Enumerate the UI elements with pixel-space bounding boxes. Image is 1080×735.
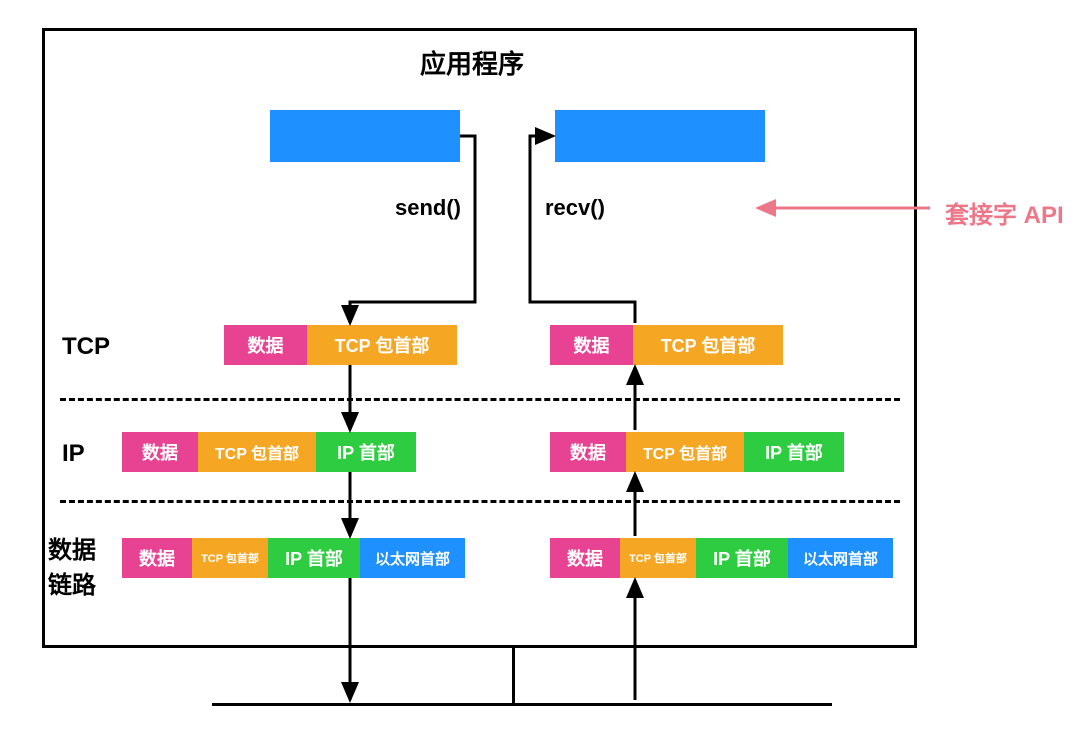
ip-left-seg-2: IP 首部 [316, 432, 416, 472]
link-right-seg-0: 数据 [550, 538, 620, 578]
tcp-left-seg-0: 数据 [224, 325, 307, 365]
send-label: send() [395, 195, 461, 221]
dashed-line-ip-link [60, 500, 900, 503]
link-left-seg-3: 以太网首部 [360, 538, 465, 578]
socket-api-label: 套接字 API [945, 195, 1064, 230]
diagram-title: 应用程序 [420, 44, 524, 81]
app-data-block-left [270, 110, 460, 162]
layer-label-ip: IP [62, 440, 85, 468]
ip-right-seg-2: IP 首部 [744, 432, 844, 472]
ip-left-seg-1: TCP 包首部 [198, 432, 316, 472]
link-left-seg-1: TCP 包首部 [192, 538, 268, 578]
dashed-line-tcp-ip [60, 398, 900, 401]
recv-label: recv() [545, 195, 605, 221]
center-stub-line [512, 648, 515, 705]
tcp-right-seg-0: 数据 [550, 325, 633, 365]
tcp-right-seg-1: TCP 包首部 [633, 325, 783, 365]
ip-left-seg-0: 数据 [122, 432, 198, 472]
link-left-seg-2: IP 首部 [268, 538, 360, 578]
link-right-seg-1: TCP 包首部 [620, 538, 696, 578]
tcp-left-seg-1: TCP 包首部 [307, 325, 457, 365]
link-right-seg-2: IP 首部 [696, 538, 788, 578]
ip-right-seg-0: 数据 [550, 432, 626, 472]
layer-label-link: 数据 链路 [48, 530, 96, 600]
link-right-seg-3: 以太网首部 [788, 538, 893, 578]
physical-medium-line [212, 703, 832, 706]
layer-label-tcp: TCP [62, 333, 110, 361]
app-data-block-right [555, 110, 765, 162]
ip-right-seg-1: TCP 包首部 [626, 432, 744, 472]
link-left-seg-0: 数据 [122, 538, 192, 578]
